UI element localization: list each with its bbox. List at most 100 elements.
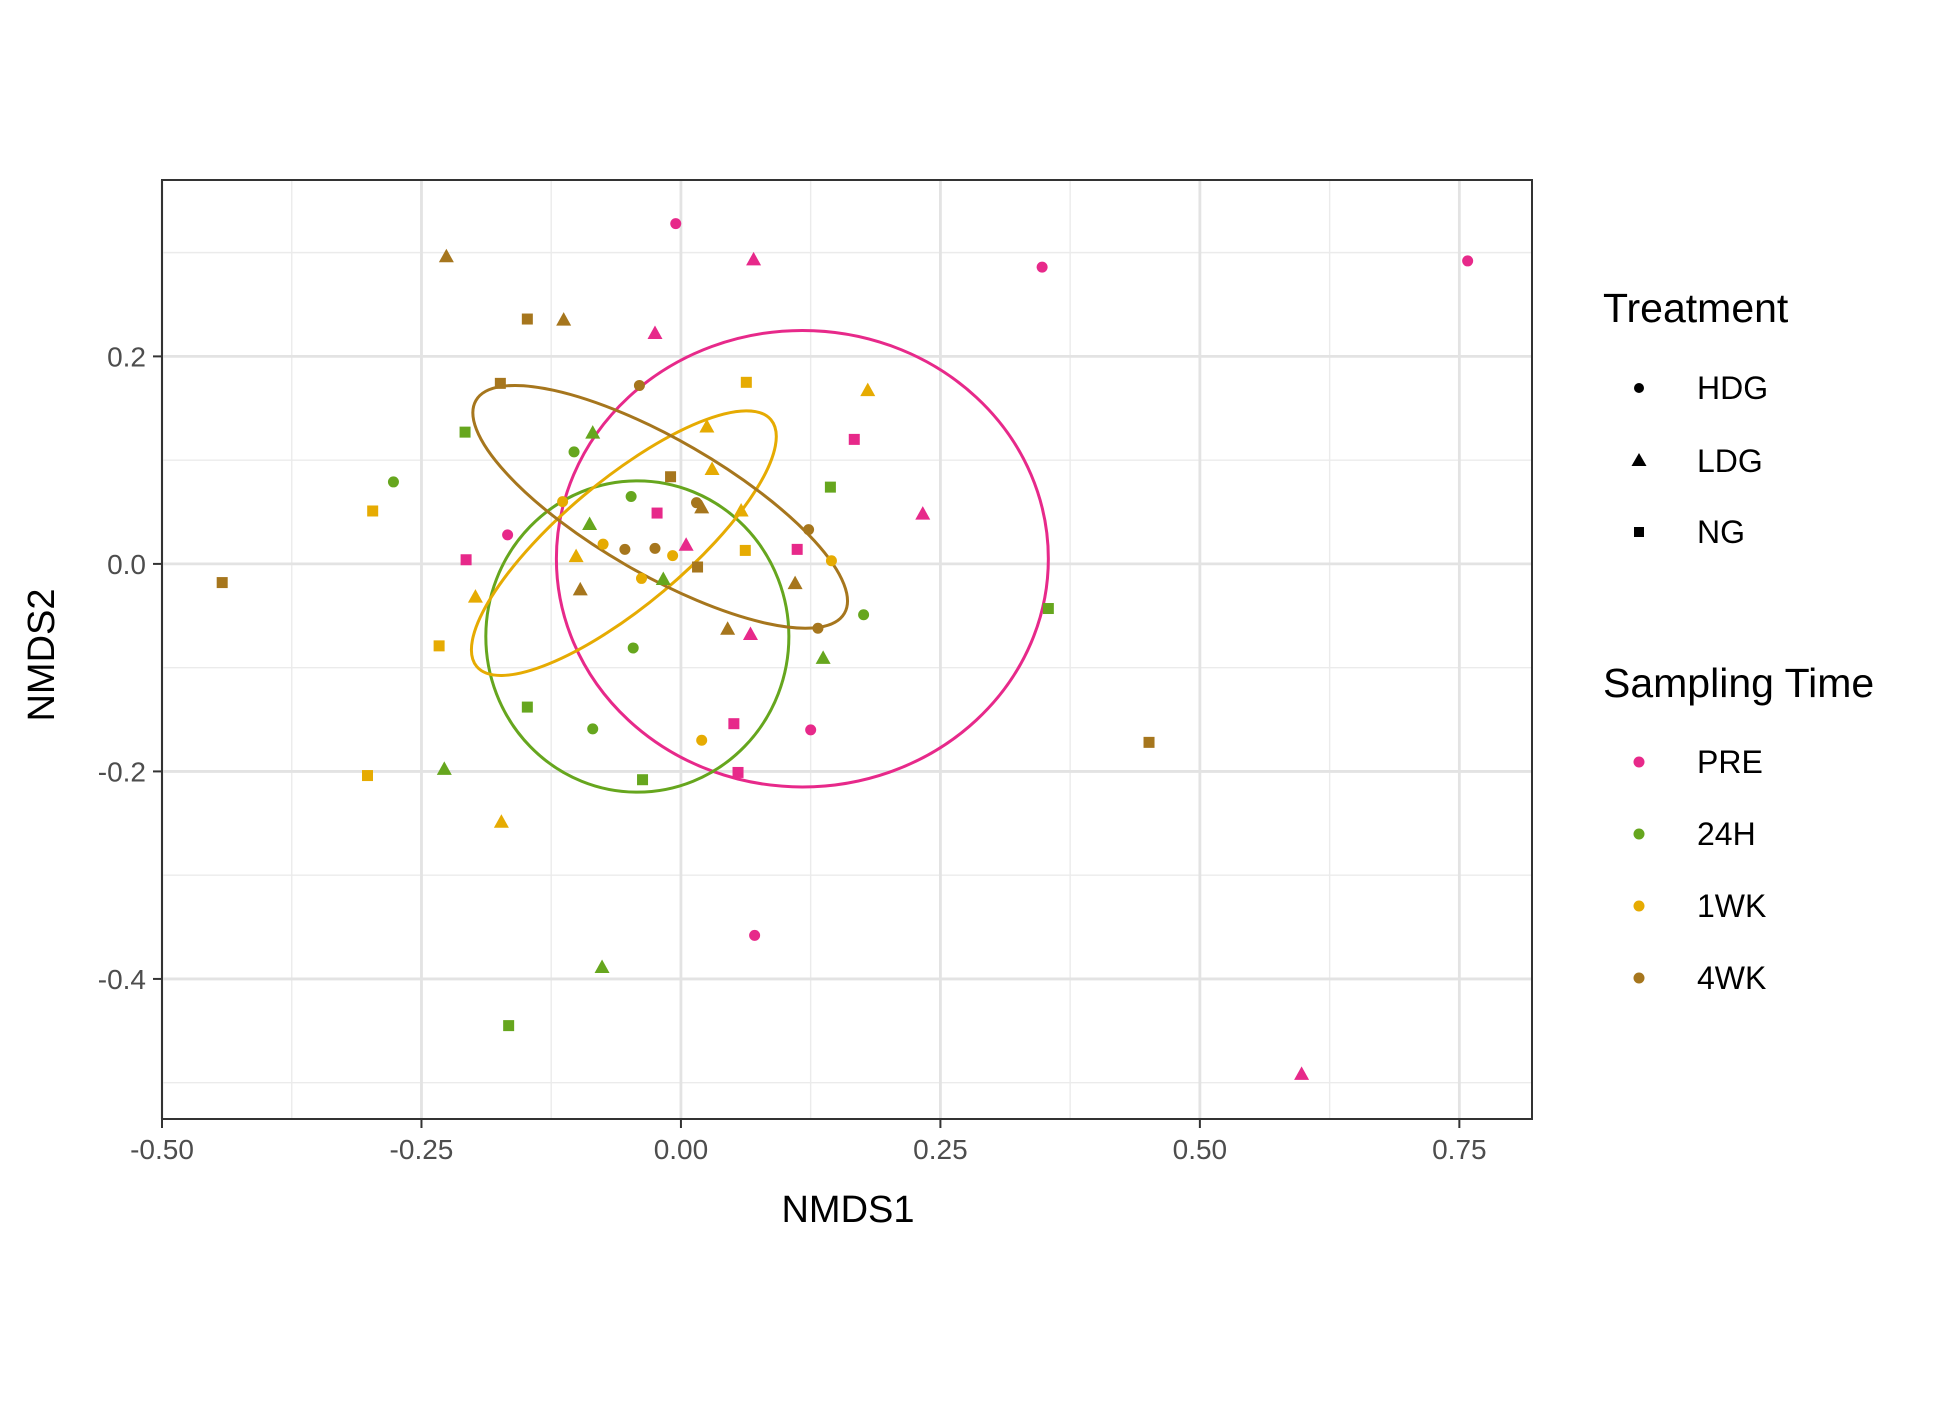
point-hdg-4wk: [812, 622, 824, 634]
point-hdg-4wk: [649, 542, 661, 554]
point-hdg-1wk: [696, 734, 708, 746]
data-points: [216, 218, 1474, 1080]
point-hdg-pre: [670, 218, 682, 230]
legend-label-hdg: HDG: [1697, 370, 1768, 406]
point-ldg-4wk: [438, 248, 454, 263]
point-ng-pre: [848, 433, 860, 445]
point-ldg-1wk: [860, 382, 876, 397]
point-ng-4wk: [494, 377, 506, 389]
point-hdg-24h: [387, 476, 399, 488]
legend-label-1wk: 1WK: [1697, 888, 1766, 924]
point-ng-24h: [459, 426, 471, 438]
treatment-legend-title: Treatment: [1603, 285, 1789, 331]
point-ldg-4wk: [720, 621, 736, 635]
confidence-ellipses: [469, 328, 1050, 794]
point-ng-1wk: [367, 505, 379, 517]
point-ldg-24h: [594, 959, 610, 974]
legend-key-hdg-circle: [1634, 383, 1644, 393]
point-hdg-pre: [749, 929, 761, 941]
treatment-legend: Treatment HDG LDG NG: [1603, 285, 1789, 550]
y-axis-title: NMDS2: [21, 588, 63, 721]
point-ng-24h: [503, 1020, 515, 1032]
legend-key-1wk: [1633, 900, 1645, 912]
point-ldg-pre: [647, 325, 663, 340]
point-ng-pre: [460, 554, 472, 566]
point-ldg-1wk: [704, 461, 720, 475]
point-ng-1wk: [739, 544, 751, 556]
legend-label-ldg: LDG: [1697, 443, 1763, 479]
x-tick-label: 0.00: [654, 1134, 709, 1165]
point-ldg-pre: [746, 251, 762, 266]
y-tick-label: -0.2: [98, 756, 146, 787]
legend-key-4wk: [1633, 972, 1645, 984]
point-ldg-4wk: [694, 499, 710, 514]
legend-label-ng: NG: [1697, 514, 1745, 550]
point-hdg-4wk: [633, 379, 645, 391]
ellipse-4wk: [471, 383, 850, 630]
y-axis-ticks: -0.4 -0.2 0.0 0.2: [98, 341, 162, 995]
point-hdg-1wk: [597, 538, 609, 550]
minor-gridlines: [162, 180, 1532, 1119]
point-ldg-24h: [436, 761, 452, 775]
point-ng-4wk: [1143, 736, 1155, 748]
point-ng-pre: [791, 543, 803, 555]
point-ldg-pre: [915, 506, 931, 520]
point-ldg-4wk: [787, 575, 803, 590]
x-tick-label: 0.75: [1432, 1134, 1487, 1165]
point-ldg-pre: [678, 537, 694, 551]
legend-label-4wk: 4WK: [1697, 960, 1766, 996]
point-ldg-1wk: [568, 548, 584, 563]
point-ng-4wk: [216, 577, 228, 589]
legend-key-ng-square: [1634, 527, 1644, 537]
legend-label-24h: 24H: [1697, 816, 1756, 852]
point-ng-24h: [521, 701, 533, 713]
point-ng-4wk: [665, 471, 677, 483]
point-ng-24h: [824, 481, 836, 493]
sampling-time-legend: Sampling Time PRE 24H 1WK 4WK: [1603, 660, 1874, 996]
legend-label-pre: PRE: [1697, 744, 1763, 780]
x-tick-label: 0.50: [1173, 1134, 1228, 1165]
point-ng-1wk: [433, 640, 445, 652]
y-tick-label: -0.4: [98, 964, 146, 995]
point-ng-pre: [728, 718, 740, 730]
legend-key-pre: [1633, 756, 1645, 768]
point-ng-4wk: [521, 313, 533, 325]
point-hdg-1wk: [667, 550, 679, 562]
point-hdg-1wk: [825, 555, 837, 567]
plot-panel-background: [162, 180, 1532, 1119]
point-ldg-pre: [1294, 1066, 1310, 1080]
x-axis-title: NMDS1: [781, 1189, 914, 1231]
point-hdg-24h: [587, 723, 599, 735]
point-ng-pre: [732, 766, 744, 778]
sampling-time-legend-title: Sampling Time: [1603, 660, 1874, 706]
point-hdg-pre: [805, 724, 817, 736]
point-ldg-1wk: [493, 814, 509, 828]
x-tick-label: -0.25: [390, 1134, 454, 1165]
point-ng-24h: [637, 774, 649, 786]
point-ldg-4wk: [556, 312, 572, 326]
point-ldg-pre: [742, 626, 758, 640]
point-ldg-24h: [582, 516, 598, 530]
point-ng-4wk: [692, 561, 704, 573]
point-hdg-pre: [1462, 255, 1474, 267]
point-ldg-1wk: [699, 418, 715, 433]
legend-key-ldg-triangle: [1631, 453, 1647, 466]
ellipse-1wk: [469, 409, 778, 677]
point-ldg-24h: [585, 425, 601, 439]
y-tick-label: 0.2: [107, 341, 146, 372]
point-hdg-1wk: [557, 496, 569, 508]
point-ng-24h: [1042, 603, 1054, 615]
point-hdg-4wk: [619, 543, 631, 555]
point-hdg-4wk: [803, 524, 815, 536]
point-hdg-pre: [502, 529, 514, 541]
x-tick-label: -0.50: [130, 1134, 194, 1165]
point-hdg-1wk: [636, 572, 647, 584]
x-axis-ticks: -0.50 -0.25 0.00 0.25 0.50 0.75: [130, 1119, 1487, 1165]
ellipse-pre: [554, 328, 1050, 789]
point-ng-1wk: [740, 376, 752, 388]
point-ldg-4wk: [572, 581, 588, 596]
point-hdg-24h: [568, 446, 580, 458]
ellipse-24h: [484, 479, 791, 794]
plot-panel-border: [161, 179, 1533, 1120]
